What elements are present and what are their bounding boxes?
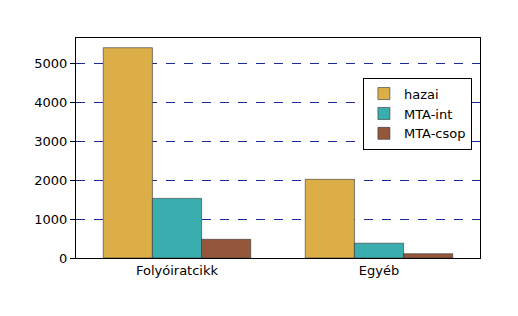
svg-text:3000: 3000: [34, 134, 67, 149]
svg-text:Folyóiratcikk: Folyóiratcikk: [136, 263, 219, 278]
svg-text:1000: 1000: [34, 212, 67, 227]
svg-text:MTA-csop: MTA-csop: [404, 126, 466, 141]
svg-text:MTA-int: MTA-int: [404, 107, 452, 122]
svg-text:Egyéb: Egyéb: [359, 263, 399, 278]
svg-text:2000: 2000: [34, 173, 67, 188]
svg-text:5000: 5000: [34, 56, 67, 71]
svg-text:4000: 4000: [34, 95, 67, 110]
svg-text:hazai: hazai: [404, 87, 439, 102]
svg-text:0: 0: [59, 251, 67, 266]
